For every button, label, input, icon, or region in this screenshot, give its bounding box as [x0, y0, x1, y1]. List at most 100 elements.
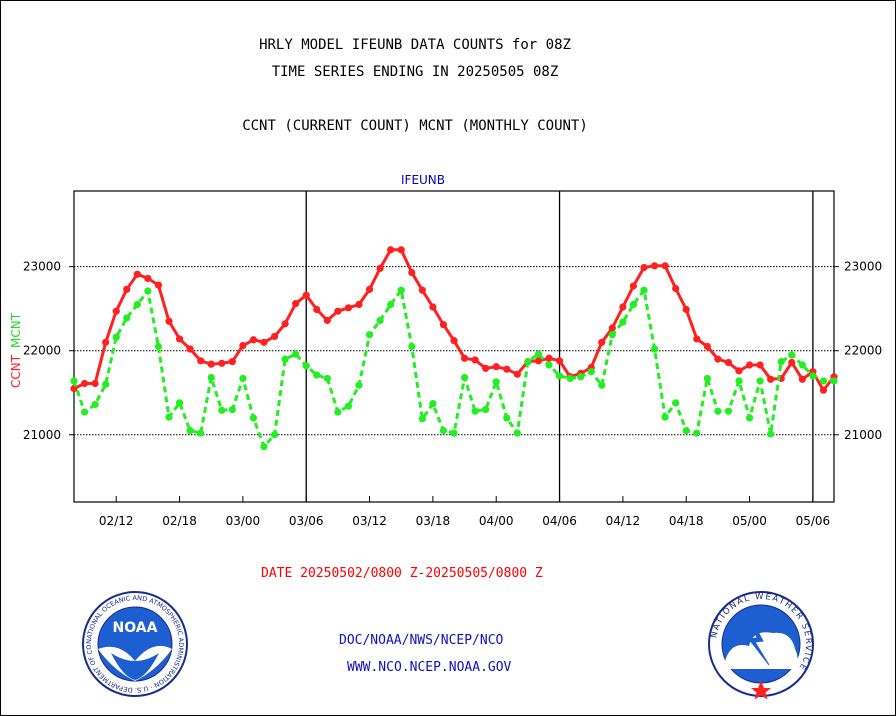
y-tick-label-right: 23000: [844, 260, 882, 274]
data-point-ccnt: [672, 284, 680, 293]
data-point-mcnt: [355, 381, 363, 389]
data-point-ccnt: [313, 305, 321, 314]
data-point-ccnt: [650, 262, 659, 270]
data-point-ccnt: [165, 317, 173, 325]
data-point-mcnt: [313, 371, 321, 379]
data-point-mcnt: [102, 380, 110, 388]
data-point-mcnt: [334, 408, 342, 416]
date-range-label: DATE 20250502/0800 Z-20250505/0800 Z: [261, 566, 543, 581]
data-point-mcnt: [788, 351, 796, 359]
data-point-mcnt: [640, 286, 648, 294]
data-point-mcnt: [703, 374, 711, 383]
data-point-mcnt: [587, 368, 595, 376]
data-point-mcnt: [745, 414, 754, 422]
x-tick-label: 03/06: [289, 514, 324, 528]
data-point-mcnt: [503, 414, 511, 422]
data-point-ccnt: [608, 324, 616, 332]
data-point-mcnt: [175, 399, 184, 407]
data-point-ccnt: [471, 356, 479, 364]
data-point-ccnt: [144, 274, 152, 283]
chart-subtitle-time: TIME SERIES ENDING IN 20250505 08Z: [271, 64, 559, 80]
y-tick-label-left: 22000: [23, 344, 61, 358]
plot-area: [73, 190, 835, 503]
data-point-mcnt: [387, 300, 395, 309]
data-point-ccnt: [545, 354, 553, 362]
data-point-mcnt: [249, 414, 258, 422]
data-point-mcnt: [524, 358, 532, 366]
data-point-mcnt: [777, 358, 785, 366]
x-tick-label: 04/18: [669, 514, 704, 528]
data-point-mcnt: [661, 413, 669, 421]
data-point-ccnt: [281, 320, 289, 328]
data-point-ccnt: [693, 335, 701, 343]
x-tick-label: 03/00: [226, 514, 261, 528]
y-tick-label-left: 21000: [23, 428, 61, 442]
data-point-mcnt: [513, 429, 521, 437]
data-point-mcnt: [186, 426, 194, 435]
data-point-mcnt: [302, 362, 310, 370]
data-point-ccnt: [745, 361, 754, 369]
data-point-mcnt: [429, 400, 437, 408]
data-point-ccnt: [492, 363, 500, 371]
y-axis-label-ccnt: CCNT: [9, 354, 23, 388]
data-point-mcnt: [809, 372, 817, 380]
data-point-ccnt: [482, 364, 490, 372]
data-point-ccnt: [80, 379, 89, 388]
data-point-ccnt: [619, 303, 627, 311]
data-point-mcnt: [207, 374, 215, 382]
x-tick-label: 03/12: [352, 514, 387, 528]
data-point-mcnt: [154, 342, 163, 351]
data-point-ccnt: [175, 335, 184, 343]
series-line-mcnt: [72, 288, 834, 448]
data-point-ccnt: [292, 300, 300, 308]
data-point-mcnt: [91, 400, 99, 409]
data-point-mcnt: [344, 402, 353, 410]
website-url[interactable]: WWW.NCO.NCEP.NOAA.GOV: [347, 660, 512, 675]
data-point-mcnt: [756, 377, 764, 385]
data-point-mcnt: [292, 350, 300, 358]
data-point-mcnt: [767, 430, 775, 438]
data-point-ccnt: [460, 354, 469, 362]
data-point-mcnt: [80, 408, 89, 416]
data-point-mcnt: [418, 415, 426, 423]
data-point-ccnt: [70, 384, 78, 393]
data-point-mcnt: [735, 377, 743, 385]
data-point-ccnt: [819, 386, 828, 394]
data-point-ccnt: [439, 321, 448, 329]
data-point-ccnt: [629, 282, 638, 290]
data-point-ccnt: [112, 307, 120, 315]
data-point-ccnt: [513, 370, 521, 378]
data-point-ccnt: [376, 264, 384, 272]
data-point-mcnt: [260, 442, 268, 451]
data-point-mcnt: [724, 407, 733, 415]
data-point-mcnt: [197, 429, 205, 437]
data-point-mcnt: [376, 316, 384, 325]
data-point-ccnt: [703, 342, 711, 351]
data-point-mcnt: [218, 406, 226, 414]
data-point-mcnt: [819, 377, 828, 385]
data-point-mcnt: [270, 431, 279, 439]
data-point-ccnt: [503, 365, 511, 373]
data-point-ccnt: [218, 359, 226, 367]
data-point-mcnt: [165, 413, 173, 421]
data-point-ccnt: [154, 281, 163, 289]
data-point-ccnt: [661, 262, 669, 270]
data-point-ccnt: [724, 358, 733, 367]
y-tick-label-left: 23000: [23, 260, 61, 274]
data-point-ccnt: [249, 336, 258, 344]
data-point-mcnt: [439, 426, 448, 435]
organization-path: DOC/NOAA/NWS/NCEP/NCO: [339, 633, 504, 648]
data-point-mcnt: [545, 361, 553, 369]
data-point-ccnt: [133, 270, 141, 278]
data-point-mcnt: [112, 333, 120, 341]
data-point-mcnt: [830, 377, 838, 385]
data-point-mcnt: [534, 350, 543, 358]
data-point-mcnt: [629, 300, 638, 309]
x-tick-label: 02/12: [99, 514, 134, 528]
x-tick-label: 03/18: [416, 514, 451, 528]
data-point-mcnt: [323, 374, 331, 383]
data-point-mcnt: [555, 372, 564, 380]
nws-logo: NATIONAL WEATHER SERVICE: [708, 591, 814, 700]
data-point-ccnt: [123, 285, 131, 293]
